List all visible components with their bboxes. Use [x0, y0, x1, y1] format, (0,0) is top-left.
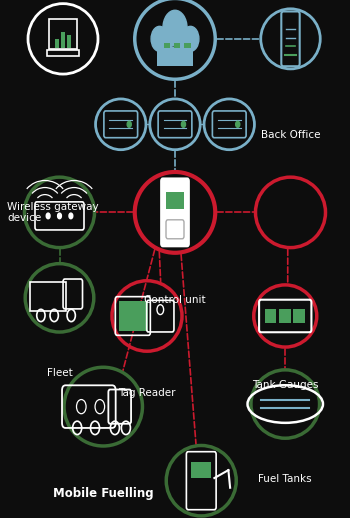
Bar	[265, 309, 277, 323]
Circle shape	[58, 213, 61, 219]
Text: Back Office: Back Office	[261, 130, 320, 140]
Text: Wireless gateway
device: Wireless gateway device	[7, 202, 99, 223]
Bar	[119, 301, 148, 330]
Bar	[67, 35, 71, 48]
Text: Mobile Fuelling: Mobile Fuelling	[53, 487, 154, 500]
Text: Tag Reader: Tag Reader	[118, 388, 176, 398]
Bar	[184, 44, 191, 48]
Bar	[163, 44, 170, 48]
Circle shape	[46, 213, 50, 219]
Bar	[279, 309, 290, 323]
Circle shape	[182, 26, 199, 51]
Circle shape	[177, 42, 190, 62]
Text: Fleet: Fleet	[47, 368, 72, 378]
Bar	[293, 309, 305, 323]
Bar	[191, 462, 211, 478]
Bar	[61, 32, 65, 48]
Text: Tank Gauges: Tank Gauges	[252, 380, 318, 390]
Text: Fuel Tanks: Fuel Tanks	[258, 474, 312, 484]
Circle shape	[181, 121, 186, 127]
Bar	[158, 47, 192, 66]
Circle shape	[69, 213, 73, 219]
Bar	[174, 44, 181, 48]
Bar	[166, 192, 184, 209]
Bar	[55, 39, 59, 48]
Circle shape	[160, 42, 173, 62]
Circle shape	[236, 121, 240, 127]
Circle shape	[151, 26, 168, 51]
FancyBboxPatch shape	[161, 179, 189, 246]
Circle shape	[163, 10, 187, 46]
Text: Control unit: Control unit	[144, 295, 206, 305]
Circle shape	[127, 121, 131, 127]
